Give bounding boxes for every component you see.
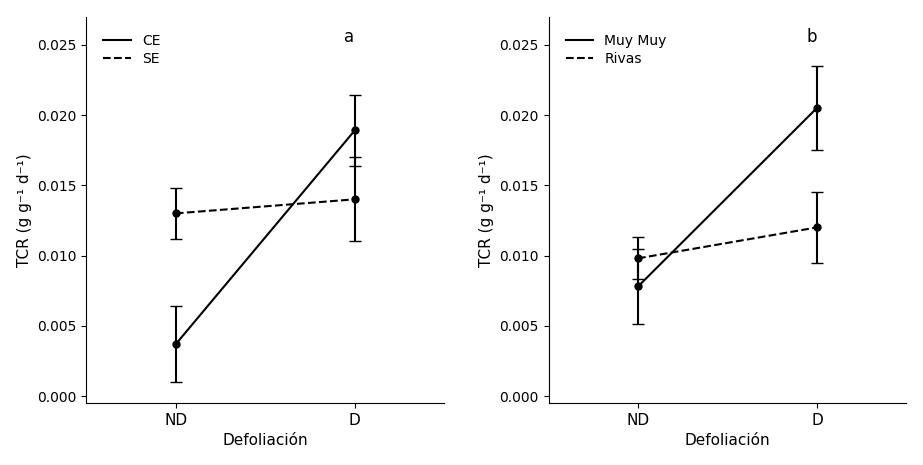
Legend: Muy Muy, Rivas: Muy Muy, Rivas	[563, 31, 669, 69]
Y-axis label: TCR (g g⁻¹ d⁻¹): TCR (g g⁻¹ d⁻¹)	[479, 153, 494, 266]
Text: a: a	[344, 28, 354, 46]
X-axis label: Defoliación: Defoliación	[222, 433, 308, 448]
X-axis label: Defoliación: Defoliación	[685, 433, 771, 448]
Y-axis label: TCR (g g⁻¹ d⁻¹): TCR (g g⁻¹ d⁻¹)	[17, 153, 31, 266]
Legend: CE, SE: CE, SE	[101, 31, 163, 69]
Text: b: b	[806, 28, 817, 46]
